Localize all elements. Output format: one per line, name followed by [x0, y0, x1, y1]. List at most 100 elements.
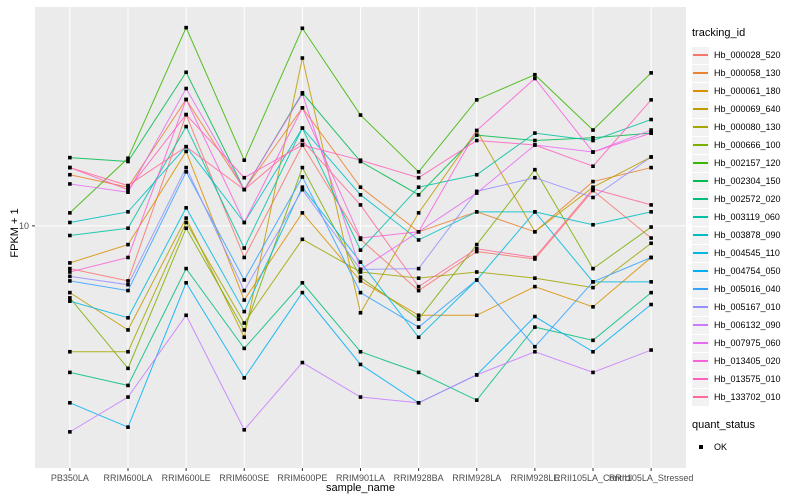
data-point [649, 255, 653, 260]
data-point [184, 206, 188, 210]
data-point [649, 302, 653, 307]
data-point [358, 310, 363, 315]
legend-key-line [693, 396, 708, 398]
data-point [416, 230, 421, 234]
data-point [416, 325, 421, 329]
data-point [474, 128, 479, 133]
legend-item-Hb_006132_090: Hb_006132_090 [692, 316, 798, 334]
data-point [300, 175, 305, 179]
data-point [358, 248, 363, 252]
legend-key-swatch [692, 136, 709, 154]
data-point [591, 280, 595, 284]
legend-item-Hb_133702_010: Hb_133702_010 [692, 388, 798, 406]
legend-key-swatch [692, 438, 709, 456]
legend-item-label: Hb_003119_060 [714, 212, 780, 222]
data-point [184, 25, 188, 30]
legend-key-line [693, 288, 708, 290]
legend-item-label: Hb_002157_120 [714, 158, 781, 168]
data-point [416, 288, 421, 293]
legend-item-label: Hb_004754_050 [714, 266, 781, 276]
data-point [416, 185, 421, 189]
data-point [649, 280, 653, 284]
legend-key-swatch [692, 298, 709, 316]
data-point [68, 270, 72, 274]
data-point [126, 395, 130, 399]
data-point [358, 236, 363, 240]
data-point [649, 348, 653, 352]
legend-key-line [693, 378, 708, 380]
legend-key-line [693, 360, 708, 362]
data-point [184, 266, 188, 271]
data-point [184, 220, 188, 225]
data-point [358, 395, 363, 399]
data-point [649, 203, 653, 207]
data-point [591, 370, 595, 375]
legend-item-label: Hb_000069_640 [714, 104, 781, 114]
legend-item-Hb_004754_050: Hb_004754_050 [692, 262, 798, 280]
data-point [358, 349, 363, 354]
legend-item-Hb_007975_060: Hb_007975_060 [692, 334, 798, 352]
data-point [358, 362, 363, 367]
data-point [68, 430, 72, 434]
data-point [533, 72, 537, 77]
data-point [591, 305, 595, 309]
data-point [126, 383, 130, 388]
legend-item-Hb_000080_130: Hb_000080_130 [692, 118, 798, 136]
data-point [649, 165, 653, 170]
data-point [300, 56, 305, 60]
data-point [184, 70, 188, 75]
legend-key-line [693, 252, 708, 254]
legend-item-Hb_013575_010: Hb_013575_010 [692, 370, 798, 388]
legend-item-Hb_000069_640: Hb_000069_640 [692, 100, 798, 118]
data-point [533, 138, 537, 143]
legend-item-Hb_000058_130: Hb_000058_130 [692, 64, 798, 82]
legend-key-line [693, 306, 708, 308]
data-point [126, 425, 130, 429]
data-point [533, 167, 537, 172]
data-point [474, 172, 479, 177]
data-point [649, 98, 653, 102]
x-tick-label: RRIM600PE [277, 473, 327, 483]
data-point [184, 124, 188, 129]
data-point [300, 143, 305, 147]
data-point [126, 366, 130, 371]
data-point [358, 290, 363, 295]
legend-item-Hb_000061_180: Hb_000061_180 [692, 82, 798, 100]
data-point [242, 376, 247, 380]
data-point [649, 155, 653, 159]
data-point [126, 156, 130, 161]
data-point [242, 428, 247, 432]
data-point [300, 187, 305, 192]
data-point [474, 313, 479, 318]
data-point [242, 187, 247, 192]
data-point [242, 158, 247, 162]
legend-key-line [693, 216, 708, 218]
data-point [416, 313, 421, 318]
data-point [649, 131, 653, 135]
data-point [300, 165, 305, 170]
legend-item-label: Hb_003878_090 [714, 230, 781, 240]
legend-item-label: Hb_000028_520 [714, 50, 781, 60]
legend-item-label: Hb_133702_010 [714, 392, 781, 402]
data-point [68, 233, 72, 238]
data-point [68, 165, 72, 170]
data-point [184, 313, 188, 318]
data-point [358, 203, 363, 207]
legend-key-swatch [692, 352, 709, 370]
legend-key-swatch [692, 118, 709, 136]
data-point [68, 261, 72, 265]
data-point [126, 190, 130, 195]
data-point [126, 315, 130, 320]
legend-item-label: Hb_007975_060 [714, 338, 781, 348]
legend-key-swatch [692, 280, 709, 298]
legend-item-label: Hb_006132_090 [714, 320, 781, 330]
data-point [358, 193, 363, 197]
data-point [126, 187, 130, 192]
data-point [416, 276, 421, 280]
data-point [68, 172, 72, 177]
data-point [68, 400, 72, 405]
data-point [474, 373, 479, 377]
legend-key-line [693, 270, 708, 272]
data-point [474, 138, 479, 143]
data-point [533, 284, 537, 289]
